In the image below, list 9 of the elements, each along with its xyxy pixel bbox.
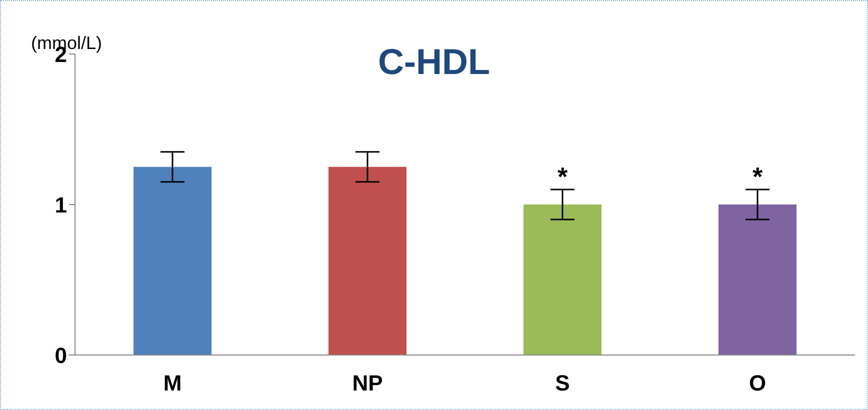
y-tick-label: 1 [54,192,67,218]
y-tick-label: 0 [54,342,67,368]
annotation: * [752,161,764,192]
annotation: * [557,161,568,192]
x-tick-label: S [555,370,570,396]
chart-title: C-HDL [378,41,490,82]
x-tick-label: O [748,370,766,396]
x-tick-label: NP [352,370,383,396]
x-tick-label: M [163,370,182,396]
